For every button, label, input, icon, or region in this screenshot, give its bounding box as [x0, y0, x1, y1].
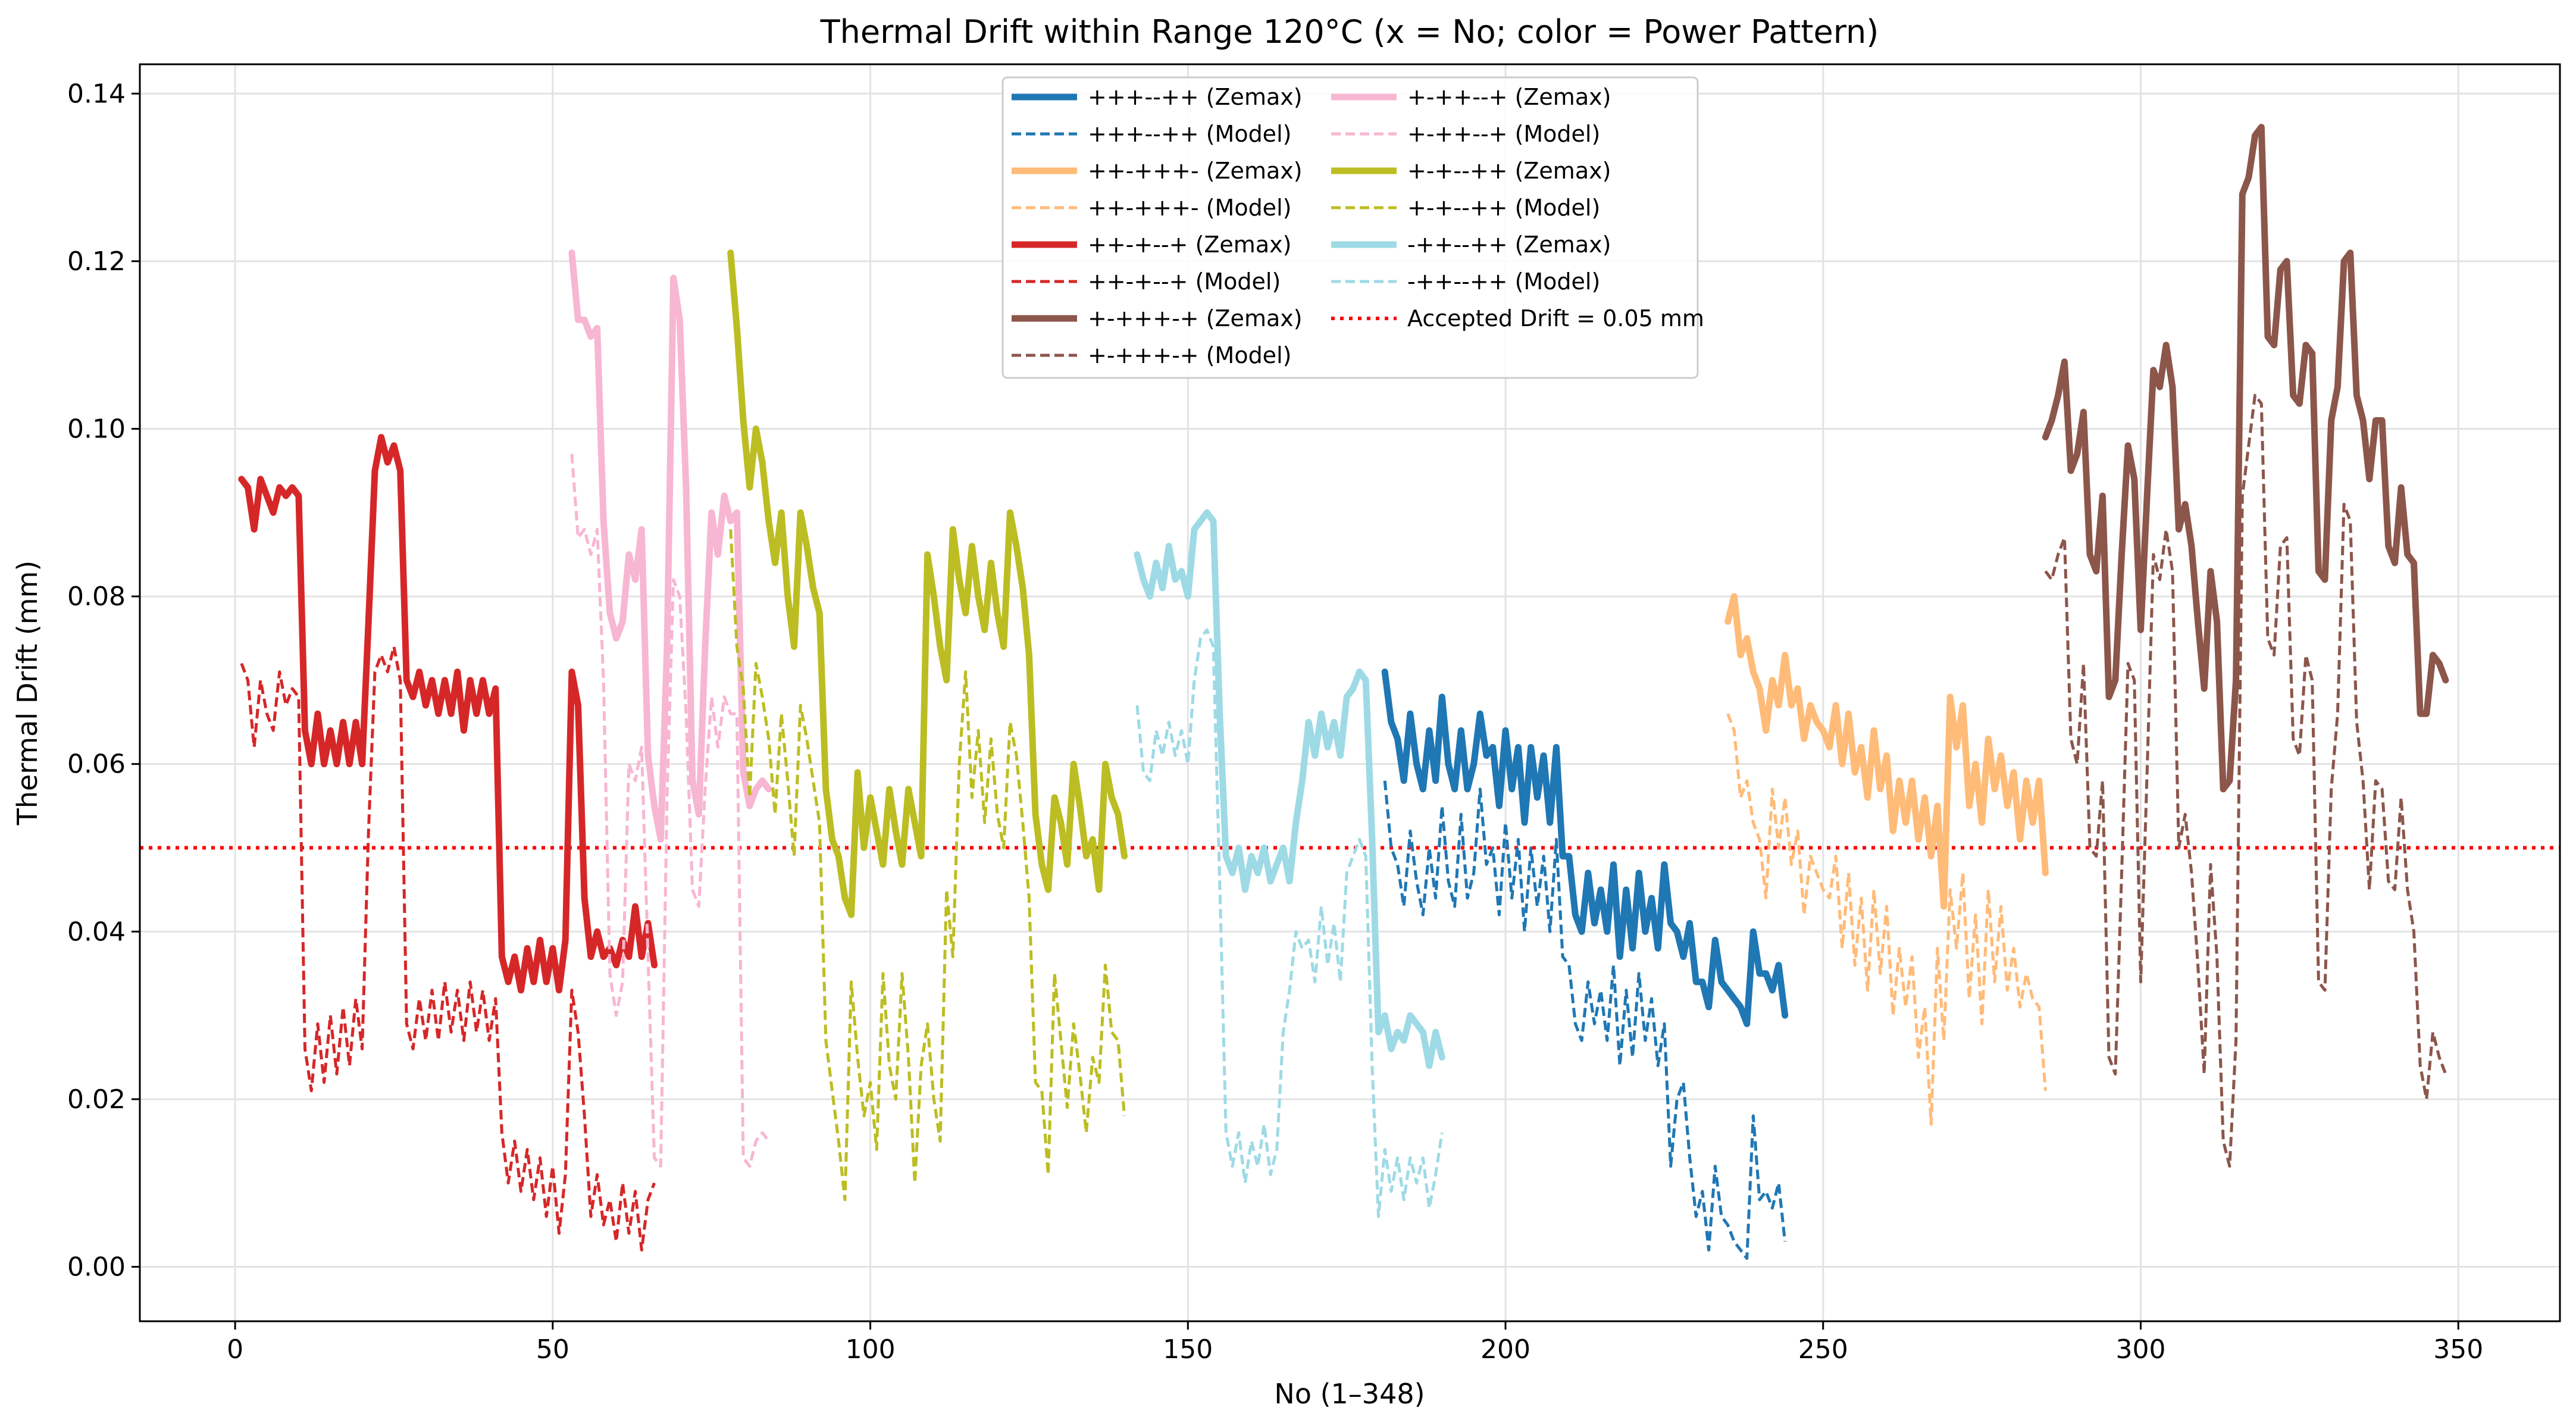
- x-tick-label: 200: [1481, 1334, 1530, 1365]
- legend-label-threshold-threshold: Accepted Drift = 0.05 mm: [1407, 305, 1704, 332]
- chart-title: Thermal Drift within Range 120°C (x = No…: [820, 13, 1879, 51]
- plot-frame: [139, 63, 2561, 1322]
- model-line-+-+++-+: [2044, 393, 2447, 1168]
- y-tick-label: 0.10: [67, 414, 126, 444]
- zemax-line-+-++--+: [568, 249, 772, 843]
- legend-label-model-+-+++-+: +-+++-+ (Model): [1088, 342, 1291, 368]
- y-tick-label: 0.12: [67, 246, 126, 277]
- y-tick-label: 0.00: [67, 1252, 126, 1282]
- series-layer: [238, 124, 2449, 1260]
- legend-label-model-++-+--+: ++-+--+ (Model): [1088, 268, 1281, 295]
- legend-label-model-++-+++-: ++-+++- (Model): [1088, 195, 1291, 221]
- zemax-line-+-+++-+: [2042, 124, 2449, 793]
- x-tick-label: 0: [227, 1334, 243, 1365]
- legend-label-zemax-+-+++-+: +-+++-+ (Zemax): [1088, 305, 1303, 332]
- y-tick-label: 0.02: [67, 1084, 126, 1115]
- legend-label-zemax-++-+--+: ++-+--+ (Zemax): [1088, 232, 1291, 258]
- y-tick-label: 0.04: [67, 917, 126, 947]
- y-tick-label: 0.08: [67, 581, 126, 612]
- legend-label-model-+-++--+: +-++--+ (Model): [1407, 121, 1600, 147]
- axis-ticks: 0 50 100 150 200 250 300 350 0.00 0.02 0.04 0.06 0.0…: [67, 79, 2483, 1365]
- x-tick-label: 100: [846, 1334, 896, 1365]
- model-line-++-+++-: [1726, 713, 2047, 1126]
- x-tick-label: 300: [2115, 1334, 2165, 1365]
- legend-label-model-+-+--++: +-+--++ (Model): [1407, 195, 1600, 221]
- zemax-line-++-+--+: [238, 434, 658, 994]
- y-tick-label: 0.06: [67, 749, 126, 780]
- zemax-line-+-+--++: [727, 249, 1128, 918]
- x-tick-label: 250: [1798, 1334, 1848, 1365]
- legend-label-model--++--++: -++--++ (Model): [1407, 268, 1600, 295]
- model-line-+++--++: [1383, 780, 1787, 1260]
- legend-label-zemax-+-+--++: +-+--++ (Zemax): [1407, 158, 1611, 184]
- x-tick-label: 50: [536, 1334, 569, 1365]
- zemax-line-+++--++: [1381, 668, 1789, 1027]
- legend-box: [1001, 76, 1699, 379]
- legend-label-zemax-++-+++-: ++-+++- (Zemax): [1088, 158, 1303, 184]
- y-axis-title: Thermal Drift (mm): [11, 561, 43, 826]
- legend-label-zemax-+++--++: +++--++ (Zemax): [1088, 84, 1303, 110]
- model-line-++-+--+: [240, 645, 656, 1252]
- legend-label-zemax--++--++: -++--++ (Zemax): [1407, 232, 1611, 258]
- x-tick-label: 350: [2433, 1334, 2483, 1365]
- x-axis-title: No (1–348): [1274, 1378, 1425, 1410]
- legend: +++--++ (Zemax) +++--++ (Model) ++-+++- (Z…: [1001, 76, 1704, 379]
- zemax-line--++--++: [1134, 509, 1445, 1070]
- x-tick-label: 150: [1163, 1334, 1213, 1365]
- legend-entries: +++--++ (Zemax) +++--++ (Model) ++-+++- (Z…: [1012, 84, 1704, 368]
- y-tick-label: 0.14: [67, 79, 126, 109]
- model-line--++--++: [1135, 628, 1444, 1218]
- model-line-+-++--+: [570, 454, 770, 1168]
- legend-label-model-+++--++: +++--++ (Model): [1088, 121, 1291, 147]
- zemax-line-++-+++-: [1724, 593, 2049, 910]
- legend-label-zemax-+-++--+: +-++--+ (Zemax): [1407, 84, 1611, 110]
- model-line-+-+--++: [729, 529, 1126, 1202]
